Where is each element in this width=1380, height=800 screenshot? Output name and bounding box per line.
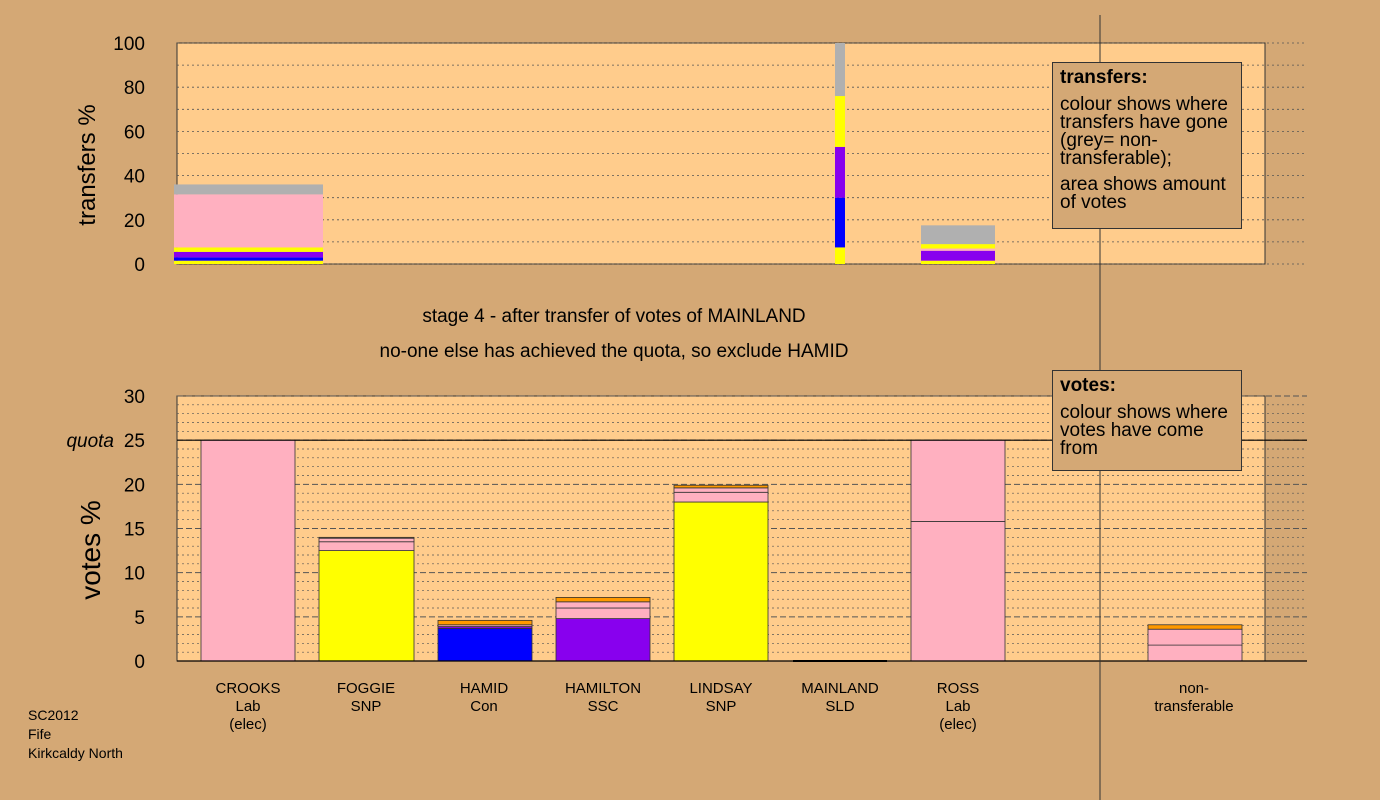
- vote-segment-non-transferable: [1147, 624, 1243, 630]
- candidate-label-ross: ROSS Lab (elec): [936, 680, 980, 733]
- transfers-axis-label: transfers %: [74, 104, 101, 225]
- transfers-legend: transfers: colour shows where transfers …: [1052, 62, 1242, 229]
- transfers-tick-label: 100: [113, 34, 145, 55]
- transfers-tick-label: 60: [124, 122, 145, 143]
- transfers-legend-text: colour shows where transfers have gone (…: [1060, 94, 1228, 169]
- candidate-label-lindsay: LINDSAY SNP: [689, 680, 753, 715]
- transfer-segment-ross: [921, 225, 995, 245]
- vote-segment-lindsay: [673, 487, 769, 493]
- votes-tick-label: 0: [134, 652, 145, 673]
- votes-legend-text: colour shows where votes have come from: [1060, 402, 1228, 459]
- transfer-segment-mainland: [835, 197, 845, 248]
- footer-council: Fife: [28, 726, 52, 742]
- vote-segment-non-transferable: [1147, 644, 1243, 662]
- transfer-segment-crooks: [174, 257, 323, 261]
- footer-election: SC2012: [28, 707, 79, 723]
- stage-subtitle: no-one else has achieved the quota, so e…: [379, 341, 849, 362]
- transfer-segment-ross: [921, 250, 995, 261]
- votes-tick-label: 5: [134, 608, 145, 629]
- vote-segment-hamilton: [555, 618, 651, 662]
- transfer-segment-ross: [921, 244, 995, 249]
- footer-ward: Kirkcaldy North: [28, 745, 123, 761]
- vote-segment-lindsay: [673, 491, 769, 503]
- transfers-tick-label: 40: [124, 167, 145, 188]
- footer: SC2012 Fife Kirkcaldy North: [28, 706, 123, 763]
- transfer-segment-mainland: [835, 96, 845, 147]
- candidate-label-foggie: FOGGIE SNP: [336, 680, 396, 715]
- transfer-segment-crooks: [174, 251, 323, 258]
- transfer-segment-ross: [921, 248, 995, 251]
- vote-segment-lindsay: [673, 501, 769, 662]
- votes-legend-title: votes:: [1060, 375, 1116, 396]
- vote-segment-non-transferable: [1147, 628, 1243, 646]
- votes-legend: votes: colour shows where votes have com…: [1052, 370, 1242, 471]
- votes-tick-label: 20: [124, 475, 145, 496]
- candidate-label-mainland: MAINLAND SLD: [801, 680, 879, 715]
- transfer-segment-mainland: [835, 146, 845, 198]
- nontransferable-label: non- transferable: [1154, 680, 1234, 715]
- transfer-segment-ross: [921, 260, 995, 264]
- vote-segment-foggie: [318, 541, 415, 551]
- vote-segment-hamilton: [555, 597, 651, 603]
- vote-segment-ross: [910, 439, 1006, 522]
- transfer-segment-crooks: [174, 260, 323, 264]
- transfers-legend-text-2: area shows amount of votes: [1060, 174, 1226, 213]
- votes-tick-label: 30: [124, 387, 145, 408]
- votes-tick-label: 10: [124, 564, 145, 585]
- stage-title: stage 4 - after transfer of votes of MAI…: [422, 306, 806, 327]
- vote-segment-hamilton: [555, 601, 651, 609]
- transfer-segment-mainland: [835, 247, 845, 264]
- vote-segment-foggie: [318, 537, 415, 543]
- vote-segment-foggie: [318, 550, 415, 662]
- transfers-tick-label: 80: [124, 78, 145, 99]
- vote-segment-hamilton: [555, 607, 651, 620]
- votes-tick-label: 15: [124, 520, 145, 541]
- transfer-segment-mainland: [835, 43, 845, 97]
- quota-label: quota: [66, 431, 114, 452]
- vote-segment-hamid: [437, 627, 533, 662]
- vote-segment-lindsay: [673, 484, 769, 489]
- vote-segment-hamid: [437, 619, 533, 626]
- transfers-legend-title: transfers:: [1060, 67, 1148, 88]
- transfer-segment-crooks: [174, 247, 323, 252]
- transfer-segment-crooks: [174, 194, 323, 248]
- votes-tick-label: 25: [124, 431, 145, 452]
- vote-segment-ross: [910, 521, 1006, 662]
- candidate-label-crooks: CROOKS Lab (elec): [215, 680, 281, 733]
- vote-segment-foggie: [318, 536, 415, 539]
- votes-axis-label: votes %: [75, 500, 106, 600]
- transfers-tick-label: 0: [134, 255, 145, 276]
- candidate-label-hamid: HAMID Con: [459, 680, 509, 715]
- transfers-tick-label: 20: [124, 211, 145, 232]
- vote-segment-crooks: [200, 439, 296, 662]
- candidate-label-hamilton: HAMILTON SSC: [564, 680, 642, 715]
- transfer-segment-crooks: [174, 184, 323, 195]
